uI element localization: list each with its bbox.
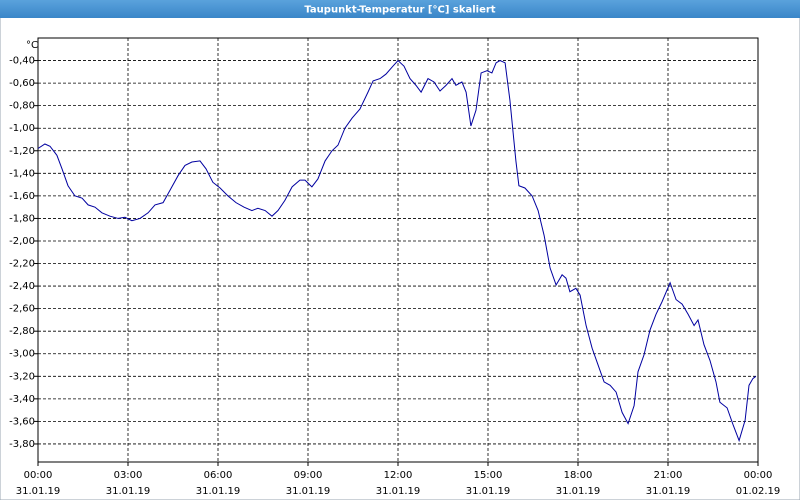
x-tick-label: 21:00	[654, 470, 683, 481]
y-tick-label: -3,00	[9, 349, 35, 360]
x-tick-label: 03:00	[114, 470, 143, 481]
x-tick-date: 31.01.19	[106, 486, 151, 497]
x-tick-date: 31.01.19	[376, 486, 421, 497]
x-tick-date: 01.02.19	[736, 486, 781, 497]
x-tick-label: 00:00	[24, 470, 53, 481]
y-tick-label: -1,00	[9, 123, 35, 134]
x-tick-label: 06:00	[204, 470, 233, 481]
y-tick-label: -3,80	[9, 439, 35, 450]
x-tick-label: 09:00	[294, 470, 323, 481]
x-tick-date: 31.01.19	[16, 486, 61, 497]
x-tick-date: 31.01.19	[196, 486, 241, 497]
data-line	[37, 59, 757, 443]
y-tick-label: -1,20	[9, 146, 35, 157]
title-bar	[0, 0, 800, 18]
y-tick-label: -1,40	[9, 168, 35, 179]
x-tick-label: 12:00	[384, 470, 413, 481]
y-tick-label: -2,80	[9, 326, 35, 337]
x-tick-date: 31.01.19	[556, 486, 601, 497]
y-tick-label: -0,80	[9, 101, 35, 112]
y-tick-label: -0,40	[9, 56, 35, 67]
y-tick-label: -0,60	[9, 78, 35, 89]
x-tick-date: 31.01.19	[286, 486, 331, 497]
y-tick-label: -1,80	[9, 213, 35, 224]
x-tick-label: 18:00	[564, 470, 593, 481]
x-tick-label: 15:00	[474, 470, 503, 481]
chart-title: Taupunkt-Temperatur [°C] skaliert	[304, 5, 495, 16]
y-tick-label: -2,60	[9, 304, 35, 315]
y-tick-label: -2,20	[9, 259, 35, 270]
x-tick-label: 00:00	[744, 470, 773, 481]
y-tick-label: -1,60	[9, 191, 35, 202]
x-tick-date: 31.01.19	[646, 486, 691, 497]
y-tick-label: -3,20	[9, 371, 35, 382]
x-tick-date: 31.01.19	[466, 486, 511, 497]
y-tick-label: -2,40	[9, 281, 35, 292]
plot-frame	[37, 37, 759, 463]
y-unit-label: °C	[26, 40, 38, 51]
y-tick-label: -2,00	[9, 236, 35, 247]
y-tick-label: -3,60	[9, 416, 35, 427]
y-tick-label: -3,40	[9, 394, 35, 405]
